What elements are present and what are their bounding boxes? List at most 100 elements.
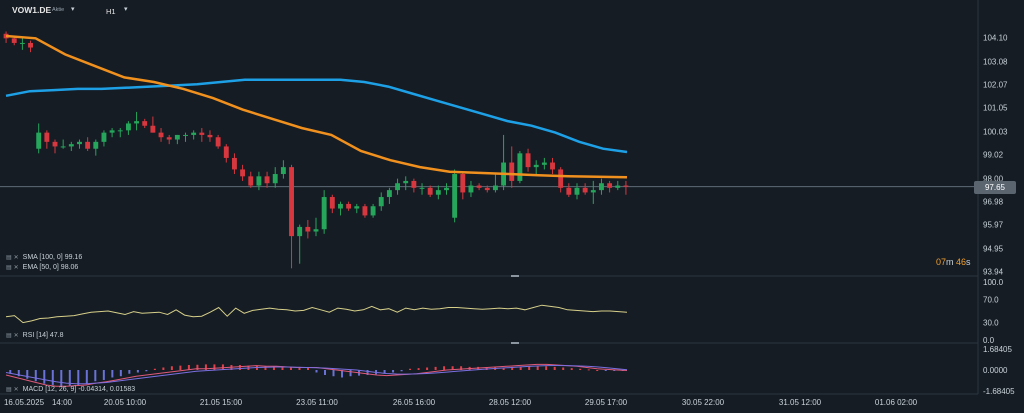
time-tick-label: 14:00 (51, 398, 73, 407)
candle-body (354, 206, 360, 209)
candle-body (191, 132, 197, 135)
candle-body (199, 132, 205, 135)
macd-histogram-bar (153, 368, 156, 370)
time-tick-label: 29.05 17:00 (584, 398, 628, 407)
macd-histogram-bar (9, 370, 12, 374)
close-icon: ✕ (13, 255, 19, 261)
macd-histogram-bar (221, 364, 224, 370)
time-tick-label: 26.05 16:00 (392, 398, 436, 407)
settings-icon: ▤ (6, 265, 12, 271)
moving-average-lines (5, 34, 628, 179)
macd-histogram-bar (85, 370, 88, 384)
candle-body (411, 180, 417, 188)
candle-body (533, 164, 539, 168)
ema-legend[interactable]: ▤ ✕ EMA [50, 0] 98.06 (6, 264, 79, 271)
candle-body (525, 153, 531, 168)
candle-countdown: 07m 46s (936, 257, 971, 267)
macd-histogram-bar (553, 366, 556, 370)
candle-body (370, 206, 376, 216)
candle-body (541, 162, 547, 165)
candle-body (582, 187, 588, 193)
candle-body (272, 174, 278, 184)
price-tick-label: 103.08 (983, 57, 1008, 67)
macd-histogram-bar (511, 366, 514, 370)
macd-histogram-bar (17, 370, 20, 377)
macd-histogram-bar (51, 370, 54, 385)
candle-body (134, 121, 140, 124)
candle-body (550, 162, 555, 170)
candle-body (248, 176, 254, 186)
macd-histogram-bar (315, 370, 318, 373)
macd-histogram-bar (392, 370, 395, 373)
candle-body (346, 203, 352, 209)
close-icon: ✕ (13, 387, 19, 393)
candle-body (590, 190, 596, 193)
candle-body (150, 125, 156, 133)
candle-body (207, 134, 213, 138)
macd-histogram-bar (179, 365, 182, 370)
macd-histogram-bar (451, 366, 454, 370)
close-icon: ✕ (13, 333, 19, 339)
candle-body (85, 141, 91, 149)
candle-body (215, 137, 221, 147)
macd-histogram-bar (119, 370, 122, 377)
symbol-dropdown-icon[interactable]: ▾ (71, 6, 75, 13)
macd-histogram-bar (562, 367, 565, 370)
candle-body (599, 183, 604, 191)
macd-histogram-bar (145, 370, 148, 372)
price-tick-label: 98.00 (983, 174, 1004, 184)
timeframe-selector[interactable]: H1 (106, 7, 116, 16)
rsi-panel: 100.0 70.0 30.0 0.0 (5, 278, 1004, 345)
macd-histogram-bar (289, 366, 292, 370)
macd-histogram-bar (579, 368, 582, 370)
time-tick-label: 21.05 15:00 (199, 398, 243, 407)
candle-body (492, 185, 498, 191)
macd-histogram-bar (187, 365, 190, 370)
time-tick-label: 28.05 12:00 (488, 398, 532, 407)
macd-panel: 1.68405 0.0000 -1.68405 (5, 345, 1015, 396)
candle-body (289, 167, 294, 237)
macd-histogram-bar (281, 366, 284, 370)
settings-icon: ▤ (6, 333, 12, 339)
macd-histogram-bar (298, 366, 301, 370)
rsi-tick-label: 0.0 (983, 336, 995, 345)
price-tick-label: 104.10 (983, 33, 1008, 43)
macd-histogram-bar (34, 370, 37, 382)
macd-histogram-bar (502, 367, 505, 370)
candle-body (101, 132, 107, 142)
candle-body (444, 187, 449, 191)
candle-body (403, 180, 409, 184)
macd-histogram-bar (519, 366, 522, 370)
candle-body (623, 185, 629, 187)
candle-body (158, 132, 164, 138)
chart-toolbar: VOW1.DE Aktie ▾ H1 ▾ (0, 0, 1024, 20)
macd-histogram-bar (272, 366, 275, 370)
candle-body (484, 187, 490, 191)
macd-histogram-bar (341, 370, 344, 378)
timeframe-dropdown-icon[interactable]: ▾ (124, 6, 128, 13)
price-tick-label: 101.05 (983, 103, 1008, 113)
candle-body (166, 137, 172, 140)
rsi-tick-label: 70.0 (983, 295, 999, 304)
candle-body (338, 203, 343, 209)
candle-body (362, 206, 368, 216)
macd-histogram-bar (613, 370, 616, 371)
macd-histogram-bar (400, 370, 403, 372)
candle-body (60, 146, 66, 148)
candle-body (11, 38, 17, 43)
macd-legend[interactable]: ▤ ✕ MACD [12, 26, 9] -0.04314, 0.01583 (6, 386, 136, 393)
sma-legend[interactable]: ▤ ✕ SMA [100, 0] 99.16 (6, 254, 83, 261)
macd-histogram-bar (324, 370, 327, 375)
macd-histogram-bar (102, 370, 105, 380)
close-icon: ✕ (13, 265, 19, 271)
time-tick-label: 30.05 22:00 (681, 398, 725, 407)
macd-histogram-bar (238, 365, 241, 370)
macd-histogram-bar (162, 367, 165, 370)
price-tick-label: 94.95 (983, 244, 1004, 254)
macd-histogram-bar (587, 369, 590, 371)
symbol-name[interactable]: VOW1.DE (12, 5, 52, 15)
rsi-legend[interactable]: ▤ ✕ RSI [14] 47.8 (6, 332, 64, 339)
macd-histogram-bar (136, 370, 139, 373)
macd-histogram-bar (77, 370, 80, 385)
